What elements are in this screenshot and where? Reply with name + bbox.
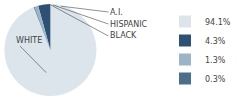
svg-text:0.3%: 0.3% xyxy=(205,75,226,84)
svg-text:WHITE: WHITE xyxy=(16,36,42,45)
svg-text:1.3%: 1.3% xyxy=(205,56,226,65)
svg-text:BLACK: BLACK xyxy=(110,31,137,40)
svg-text:94.1%: 94.1% xyxy=(205,18,231,27)
svg-text:A.I.: A.I. xyxy=(110,8,123,17)
svg-text:HISPANIC: HISPANIC xyxy=(110,20,148,29)
svg-text:4.3%: 4.3% xyxy=(205,37,226,46)
